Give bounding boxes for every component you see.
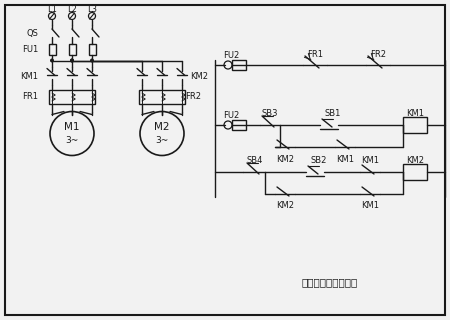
Bar — [49, 44, 55, 54]
Bar — [403, 164, 427, 180]
Text: SB2: SB2 — [311, 156, 327, 164]
Circle shape — [70, 59, 74, 62]
Text: FU2: FU2 — [223, 51, 239, 60]
Text: KM1: KM1 — [361, 156, 379, 164]
Bar — [49, 90, 95, 103]
Bar — [232, 60, 246, 70]
Text: KM2: KM2 — [406, 156, 424, 164]
Text: 电动机顺序控制电路: 电动机顺序控制电路 — [302, 277, 358, 287]
Bar — [139, 90, 185, 103]
Bar — [68, 44, 76, 54]
Circle shape — [70, 59, 74, 62]
Text: L3: L3 — [87, 4, 97, 13]
Text: FR1: FR1 — [22, 92, 38, 101]
Text: KM1: KM1 — [406, 108, 424, 117]
Text: FU1: FU1 — [22, 44, 38, 53]
Text: FU2: FU2 — [223, 110, 239, 119]
Text: 3~: 3~ — [155, 136, 169, 145]
Text: KM2: KM2 — [276, 202, 294, 211]
Text: KM1: KM1 — [20, 72, 38, 81]
Text: M2: M2 — [154, 122, 170, 132]
Text: L1: L1 — [47, 4, 57, 13]
Text: FR2: FR2 — [185, 92, 201, 101]
Text: FR2: FR2 — [370, 50, 386, 59]
Text: L2: L2 — [67, 4, 77, 13]
Bar — [89, 44, 95, 54]
Circle shape — [90, 59, 94, 62]
Text: KM1: KM1 — [336, 155, 354, 164]
Text: FR1: FR1 — [307, 50, 323, 59]
Text: SB4: SB4 — [247, 156, 263, 164]
Text: KM1: KM1 — [361, 202, 379, 211]
Text: M1: M1 — [64, 122, 80, 132]
Text: QS: QS — [26, 28, 38, 37]
Text: SB1: SB1 — [325, 108, 341, 117]
Text: 3~: 3~ — [65, 136, 79, 145]
Bar — [403, 117, 427, 133]
Bar — [232, 120, 246, 130]
Text: SB3: SB3 — [262, 108, 278, 117]
Circle shape — [50, 59, 54, 62]
Text: KM2: KM2 — [190, 72, 208, 81]
Text: KM2: KM2 — [276, 155, 294, 164]
